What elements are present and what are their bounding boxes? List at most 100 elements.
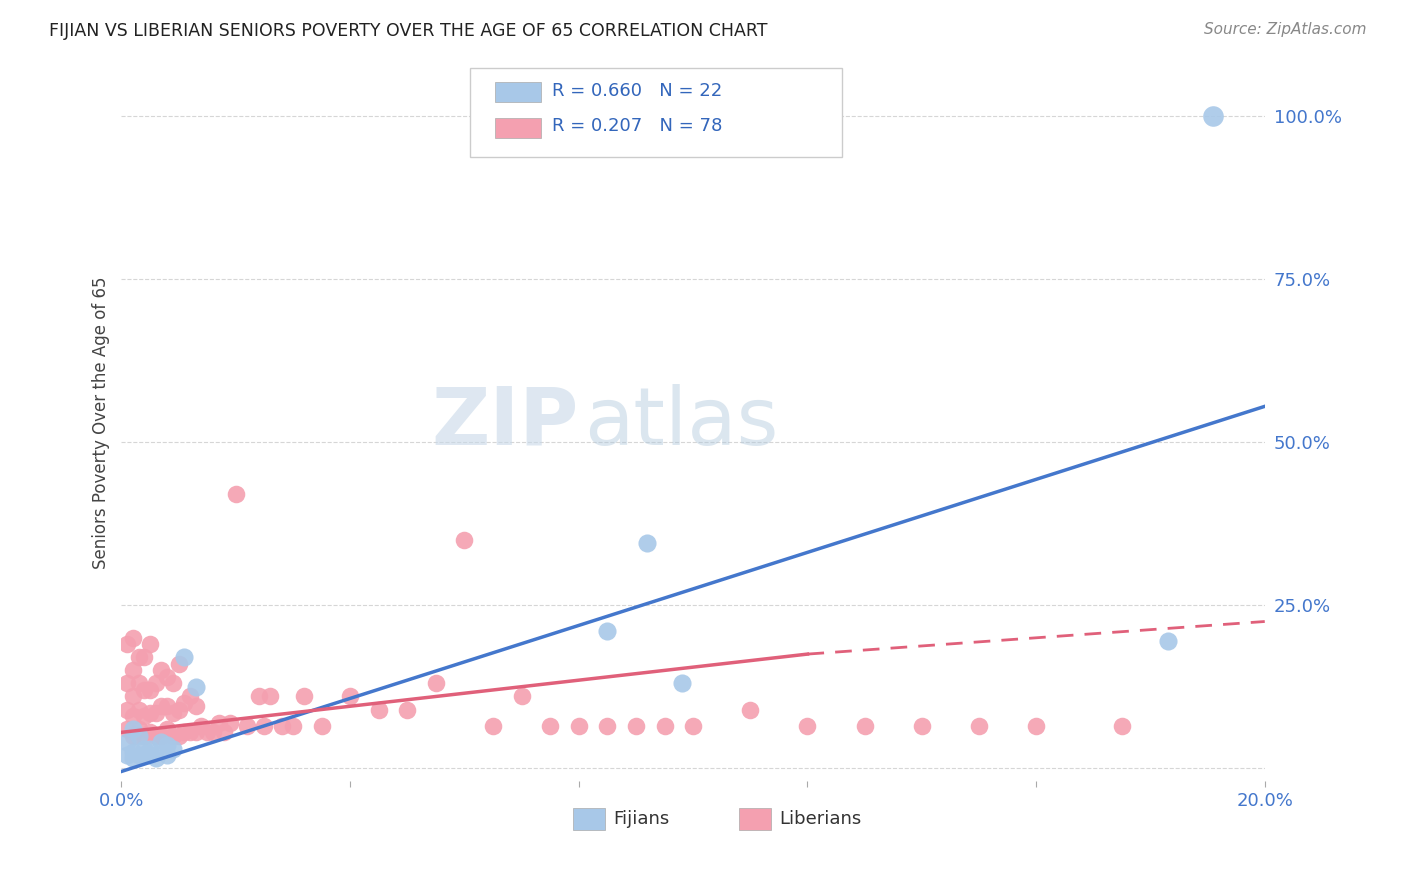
- Point: [145, 751, 167, 765]
- Point: [122, 745, 145, 759]
- Point: [179, 725, 201, 739]
- Point: [150, 699, 173, 714]
- Point: [190, 719, 212, 733]
- FancyBboxPatch shape: [495, 82, 541, 102]
- Point: [134, 741, 156, 756]
- Point: [270, 719, 292, 733]
- Point: [740, 702, 762, 716]
- Point: [139, 637, 162, 651]
- Point: [122, 751, 145, 765]
- Point: [115, 735, 138, 749]
- Point: [184, 680, 207, 694]
- Point: [115, 722, 138, 736]
- Point: [139, 725, 162, 739]
- Point: [156, 739, 179, 753]
- Point: [538, 719, 561, 733]
- Text: Source: ZipAtlas.com: Source: ZipAtlas.com: [1204, 22, 1367, 37]
- Point: [122, 729, 145, 743]
- Text: Fijians: Fijians: [613, 810, 669, 828]
- Point: [482, 719, 505, 733]
- Point: [150, 729, 173, 743]
- Point: [145, 706, 167, 720]
- Point: [671, 676, 693, 690]
- Point: [167, 729, 190, 743]
- Point: [510, 690, 533, 704]
- Point: [128, 722, 150, 736]
- Point: [796, 719, 818, 733]
- Point: [396, 702, 419, 716]
- Point: [128, 702, 150, 716]
- Point: [128, 729, 150, 743]
- Point: [150, 735, 173, 749]
- Point: [173, 725, 195, 739]
- Point: [162, 729, 184, 743]
- Point: [162, 706, 184, 720]
- FancyBboxPatch shape: [495, 118, 541, 138]
- Text: FIJIAN VS LIBERIAN SENIORS POVERTY OVER THE AGE OF 65 CORRELATION CHART: FIJIAN VS LIBERIAN SENIORS POVERTY OVER …: [49, 22, 768, 40]
- Point: [128, 676, 150, 690]
- Point: [128, 650, 150, 665]
- Point: [150, 664, 173, 678]
- Text: Liberians: Liberians: [779, 810, 860, 828]
- Point: [134, 682, 156, 697]
- Point: [156, 699, 179, 714]
- Point: [636, 536, 658, 550]
- Point: [911, 719, 934, 733]
- Point: [568, 719, 591, 733]
- Point: [596, 719, 619, 733]
- Point: [115, 702, 138, 716]
- Point: [596, 624, 619, 639]
- Point: [139, 682, 162, 697]
- Point: [281, 719, 304, 733]
- Point: [167, 657, 190, 671]
- Point: [201, 725, 224, 739]
- Point: [236, 719, 259, 733]
- Y-axis label: Seniors Poverty Over the Age of 65: Seniors Poverty Over the Age of 65: [93, 277, 110, 569]
- Point: [292, 690, 315, 704]
- Point: [134, 729, 156, 743]
- Point: [179, 690, 201, 704]
- Point: [145, 676, 167, 690]
- Point: [173, 650, 195, 665]
- Text: ZIP: ZIP: [432, 384, 579, 462]
- Point: [115, 748, 138, 763]
- Point: [214, 725, 236, 739]
- Point: [134, 650, 156, 665]
- Point: [311, 719, 333, 733]
- Point: [367, 702, 389, 716]
- Point: [247, 690, 270, 704]
- Text: R = 0.660   N = 22: R = 0.660 N = 22: [553, 81, 723, 100]
- Point: [853, 719, 876, 733]
- Point: [624, 719, 647, 733]
- Point: [156, 670, 179, 684]
- Point: [162, 741, 184, 756]
- Point: [1111, 719, 1133, 733]
- FancyBboxPatch shape: [738, 808, 770, 830]
- Point: [145, 729, 167, 743]
- FancyBboxPatch shape: [470, 68, 842, 157]
- Point: [134, 748, 156, 763]
- Point: [134, 709, 156, 723]
- Point: [1025, 719, 1047, 733]
- Point: [162, 676, 184, 690]
- Point: [115, 637, 138, 651]
- Point: [259, 690, 281, 704]
- Point: [453, 533, 475, 547]
- Point: [122, 690, 145, 704]
- FancyBboxPatch shape: [574, 808, 605, 830]
- Point: [1202, 109, 1225, 123]
- Point: [1156, 634, 1178, 648]
- Point: [139, 706, 162, 720]
- Point: [122, 709, 145, 723]
- Point: [184, 699, 207, 714]
- Point: [139, 748, 162, 763]
- Point: [195, 725, 218, 739]
- Point: [156, 748, 179, 763]
- Point: [682, 719, 704, 733]
- Point: [225, 487, 247, 501]
- Text: R = 0.207   N = 78: R = 0.207 N = 78: [553, 118, 723, 136]
- Point: [967, 719, 990, 733]
- Point: [339, 690, 361, 704]
- Point: [184, 725, 207, 739]
- Text: atlas: atlas: [585, 384, 779, 462]
